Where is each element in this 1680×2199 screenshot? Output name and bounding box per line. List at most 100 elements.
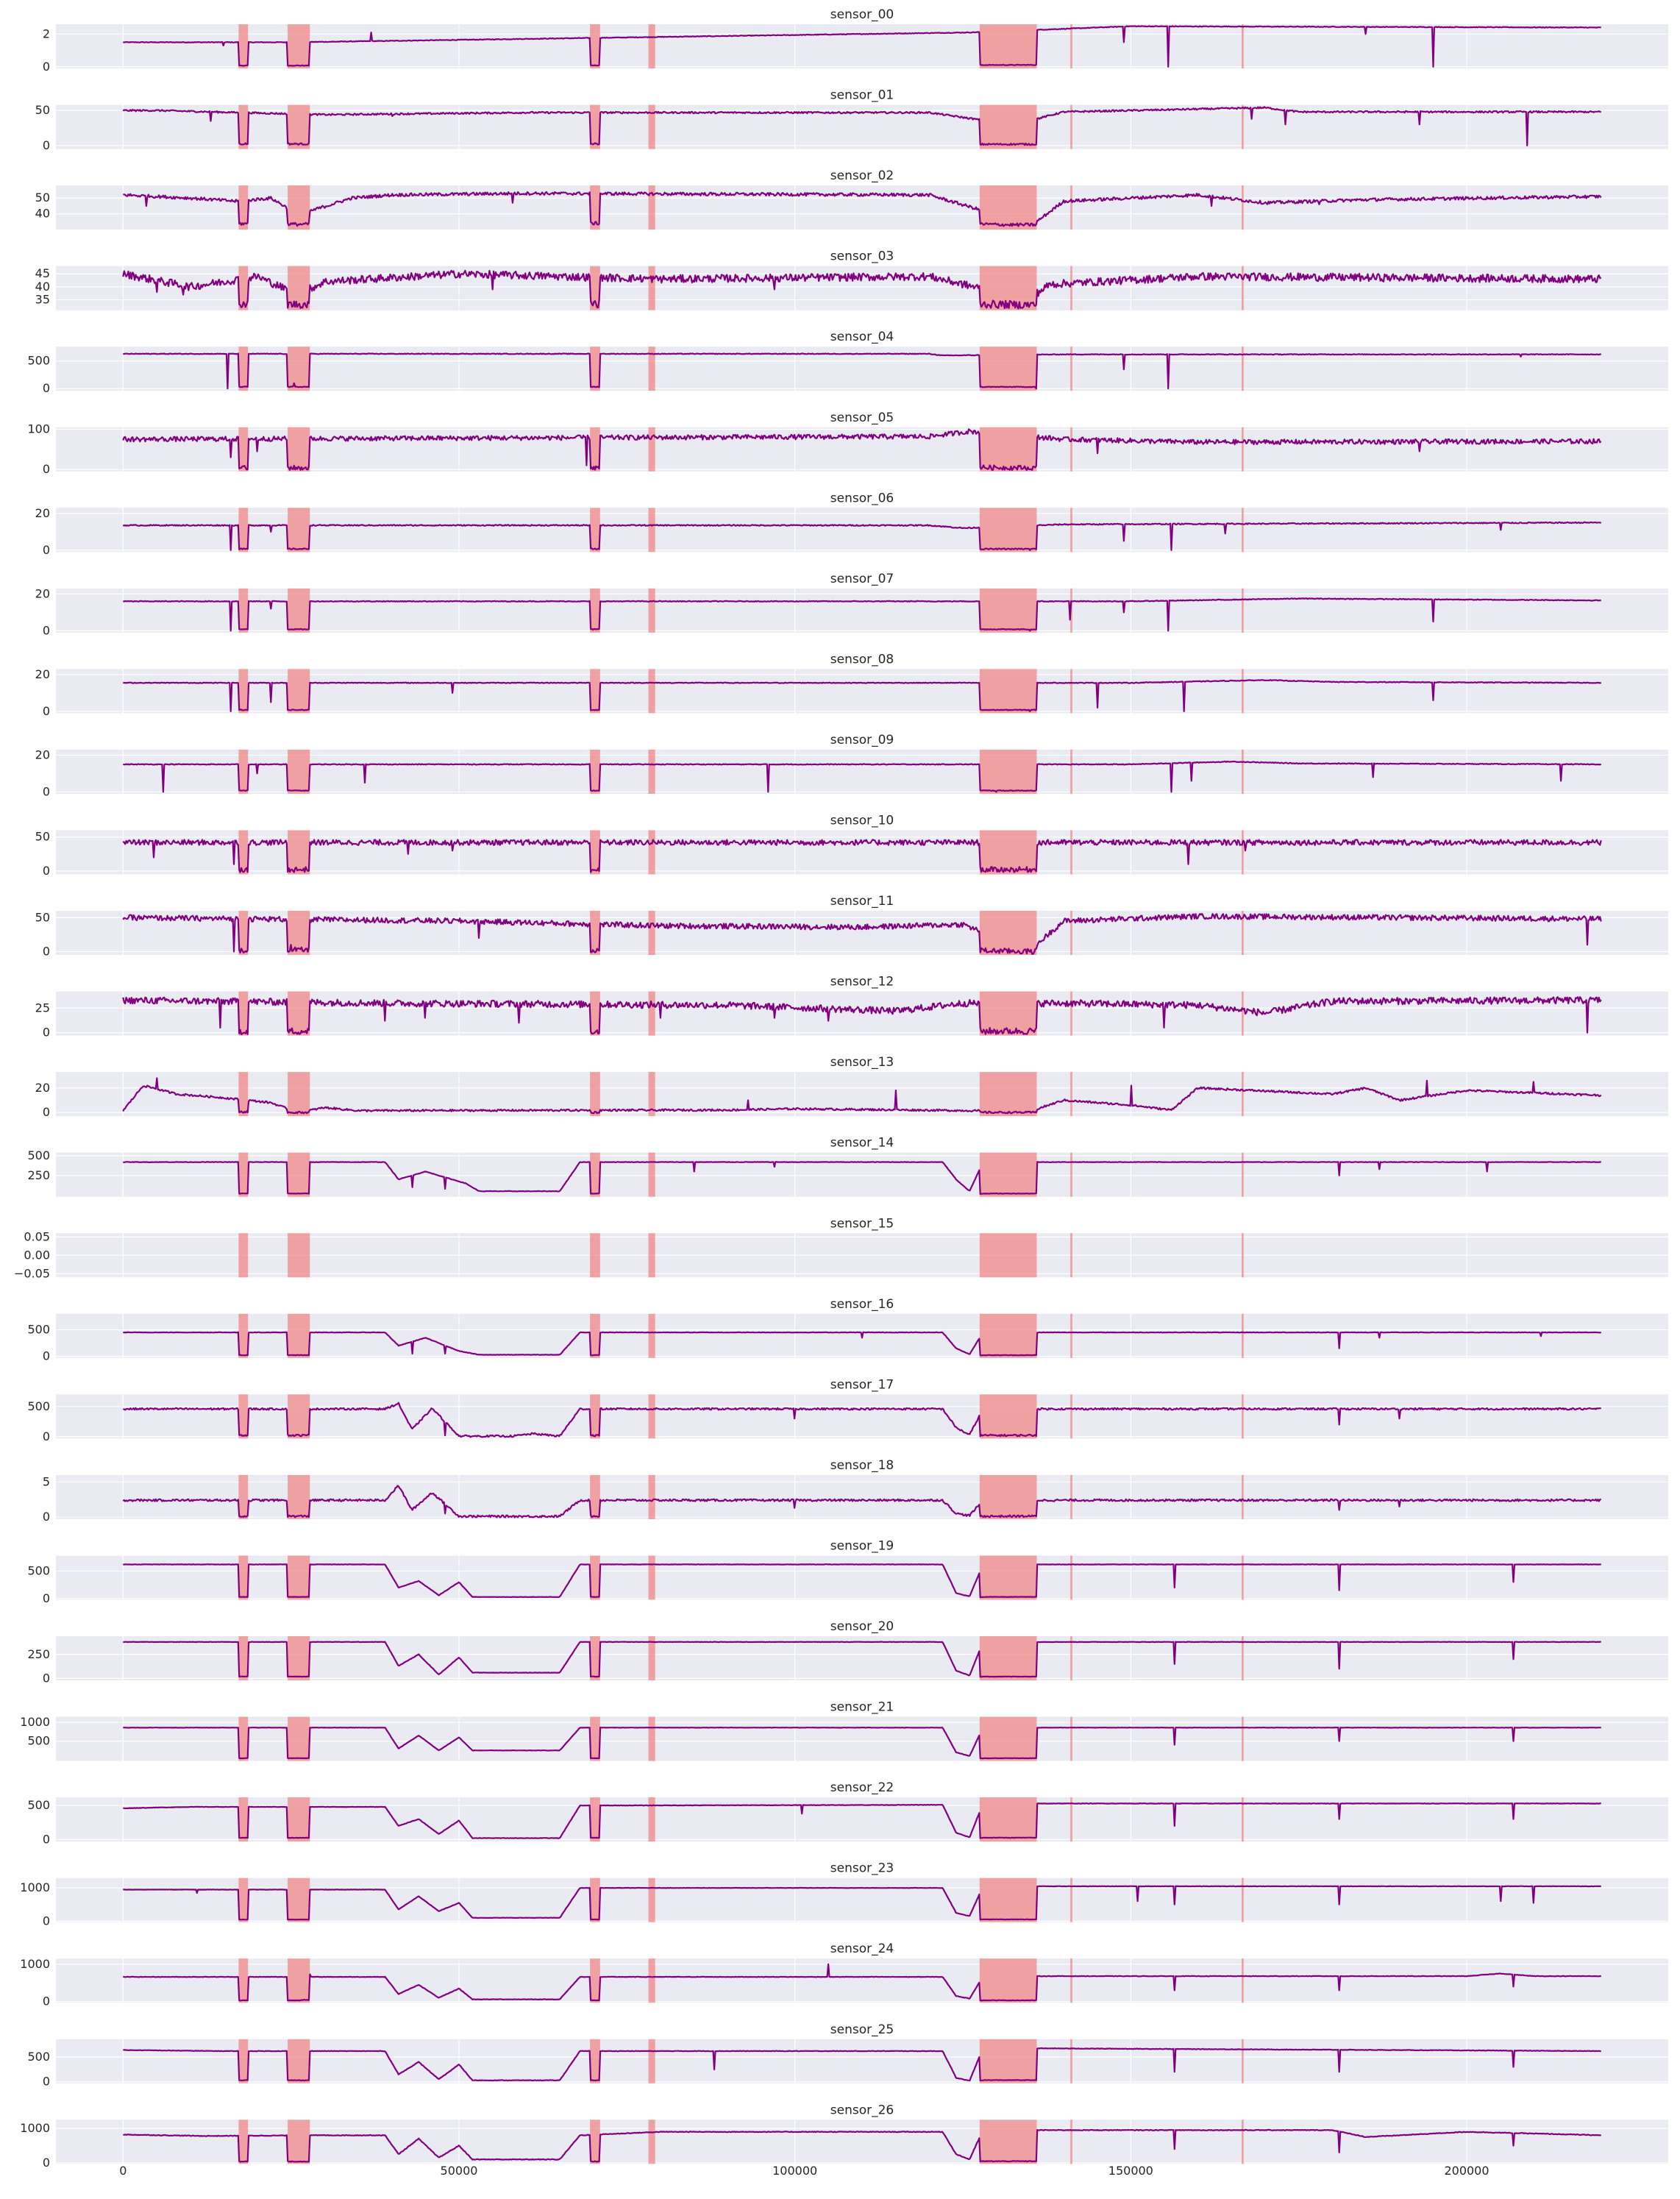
series-line-sensor_24	[123, 1963, 1602, 2002]
anomaly-span	[238, 1636, 249, 1680]
anomaly-span	[590, 1313, 600, 1358]
y-tick-label: 0	[43, 1349, 50, 1363]
anomaly-span	[648, 991, 655, 1036]
y-tick-label: 500	[27, 1734, 50, 1748]
anomaly-span	[1242, 266, 1244, 310]
anomaly-span	[979, 669, 1037, 714]
y-tick-label: 500	[27, 1563, 50, 1577]
anomaly-span	[288, 347, 310, 391]
x-tick-label: 200000	[1444, 2164, 1489, 2178]
anomaly-span	[648, 588, 655, 633]
subplot-title: sensor_09	[830, 733, 894, 747]
anomaly-span	[288, 427, 310, 472]
anomaly-span	[1070, 266, 1072, 310]
anomaly-span	[238, 185, 249, 230]
anomaly-span	[238, 266, 249, 310]
series-line-sensor_10	[122, 839, 1602, 873]
subplot-sensor_09: 0 20 sensor_09	[35, 733, 1668, 798]
anomaly-span	[648, 2039, 655, 2083]
anomaly-span	[1070, 24, 1072, 68]
anomaly-span	[238, 24, 249, 68]
subplot-title: sensor_22	[830, 1780, 894, 1795]
subplot-sensor_20: 0 250 sensor_20	[27, 1619, 1668, 1685]
anomaly-span	[1070, 991, 1072, 1036]
anomaly-span	[238, 1797, 249, 1842]
y-tick-label: 20	[35, 586, 50, 600]
y-tick-label: 500	[27, 1798, 50, 1812]
anomaly-span	[648, 1555, 655, 1600]
subplot-title: sensor_25	[830, 2022, 894, 2037]
anomaly-span	[1242, 911, 1244, 956]
anomaly-span	[288, 104, 310, 149]
anomaly-span	[979, 1072, 1037, 1117]
anomaly-span	[1242, 1072, 1244, 1117]
y-tick-label: 0.05	[24, 1229, 50, 1243]
anomaly-span	[648, 266, 655, 310]
anomaly-span	[979, 991, 1037, 1036]
subplot-sensor_12: 0 25 sensor_12	[35, 975, 1668, 1040]
anomaly-span	[288, 1152, 310, 1197]
anomaly-span	[1070, 1878, 1072, 1922]
anomaly-span	[1242, 104, 1244, 149]
subplot-title: sensor_07	[830, 572, 894, 586]
anomaly-span	[979, 830, 1037, 875]
anomaly-span	[238, 2039, 249, 2083]
x-axis: 0 50000 100000 150000 200000	[119, 2164, 1489, 2178]
subplot-title: sensor_08	[830, 652, 894, 667]
y-tick-label: 0	[43, 1671, 50, 1685]
anomaly-span	[1070, 1636, 1072, 1680]
y-tick-label: 0	[43, 543, 50, 557]
y-tick-label: 20	[35, 667, 50, 681]
anomaly-span	[1070, 2039, 1072, 2083]
anomaly-span	[648, 1072, 655, 1117]
subplot-title: sensor_19	[830, 1538, 894, 1553]
anomaly-span	[1070, 1797, 1072, 1842]
x-tick-label: 50000	[441, 2164, 478, 2178]
anomaly-span	[238, 1233, 249, 1278]
anomaly-span	[1242, 2039, 1244, 2083]
y-tick-label: 500	[27, 1148, 50, 1162]
series-line-sensor_25	[123, 2047, 1601, 2082]
anomaly-span	[238, 830, 249, 875]
anomaly-span	[590, 669, 600, 714]
anomaly-span	[590, 1878, 600, 1922]
axes-background	[56, 1636, 1668, 1680]
y-tick-label: 5	[43, 1474, 50, 1488]
anomaly-span	[288, 2039, 310, 2083]
anomaly-span	[288, 588, 310, 633]
anomaly-span	[590, 1555, 600, 1600]
axes-background	[56, 830, 1668, 875]
anomaly-span	[590, 1716, 600, 1761]
subplot-sensor_26: 0 1000 sensor_26	[20, 2103, 1668, 2170]
anomaly-span	[979, 1958, 1037, 2003]
anomaly-span	[648, 508, 655, 553]
subplot-title: sensor_05	[830, 411, 894, 425]
anomaly-span	[1242, 508, 1244, 553]
y-tick-label: 500	[27, 1399, 50, 1413]
anomaly-span	[238, 347, 249, 391]
y-tick-label: 50	[35, 191, 50, 205]
anomaly-span	[648, 830, 655, 875]
series-line-sensor_08	[122, 679, 1602, 712]
anomaly-span	[238, 911, 249, 956]
series-line-sensor_19	[123, 1563, 1601, 1599]
anomaly-span	[1242, 1313, 1244, 1358]
y-tick-label: 0	[43, 1914, 50, 1928]
series-line-sensor_14	[123, 1161, 1601, 1195]
anomaly-span	[1070, 1394, 1072, 1439]
anomaly-span	[1242, 830, 1244, 875]
anomaly-span	[238, 1152, 249, 1197]
anomaly-span	[1070, 427, 1072, 472]
anomaly-span	[979, 1716, 1037, 1761]
subplot-title: sensor_16	[830, 1297, 894, 1312]
axes-background	[56, 24, 1668, 68]
series-line-sensor_17	[123, 1402, 1601, 1438]
anomaly-span	[1242, 991, 1244, 1036]
subplot-title: sensor_10	[830, 814, 894, 828]
anomaly-span	[979, 508, 1037, 553]
y-tick-label: 0	[43, 381, 50, 395]
series-line-sensor_13	[122, 1077, 1602, 1115]
anomaly-span	[648, 1958, 655, 2003]
series-line-sensor_07	[123, 597, 1601, 632]
anomaly-span	[590, 427, 600, 472]
